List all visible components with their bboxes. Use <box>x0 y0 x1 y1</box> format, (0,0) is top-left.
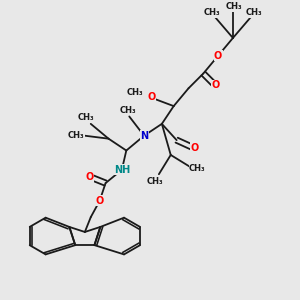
Text: CH₃: CH₃ <box>127 88 143 97</box>
Text: CH₃: CH₃ <box>68 131 84 140</box>
Text: CH₃: CH₃ <box>204 8 220 17</box>
Text: CH₃: CH₃ <box>245 8 262 17</box>
Text: N: N <box>140 131 148 141</box>
Text: CH₃: CH₃ <box>146 177 163 186</box>
Text: CH₃: CH₃ <box>189 164 206 173</box>
Text: CH₃: CH₃ <box>226 2 243 11</box>
Text: O: O <box>85 172 93 182</box>
Text: CH₃: CH₃ <box>78 113 94 122</box>
Text: CH₃: CH₃ <box>119 106 136 115</box>
Text: O: O <box>211 80 219 90</box>
Text: O: O <box>95 196 104 206</box>
Text: NH: NH <box>114 165 130 175</box>
Text: O: O <box>214 51 222 61</box>
Text: O: O <box>190 142 199 153</box>
Text: O: O <box>147 92 156 102</box>
